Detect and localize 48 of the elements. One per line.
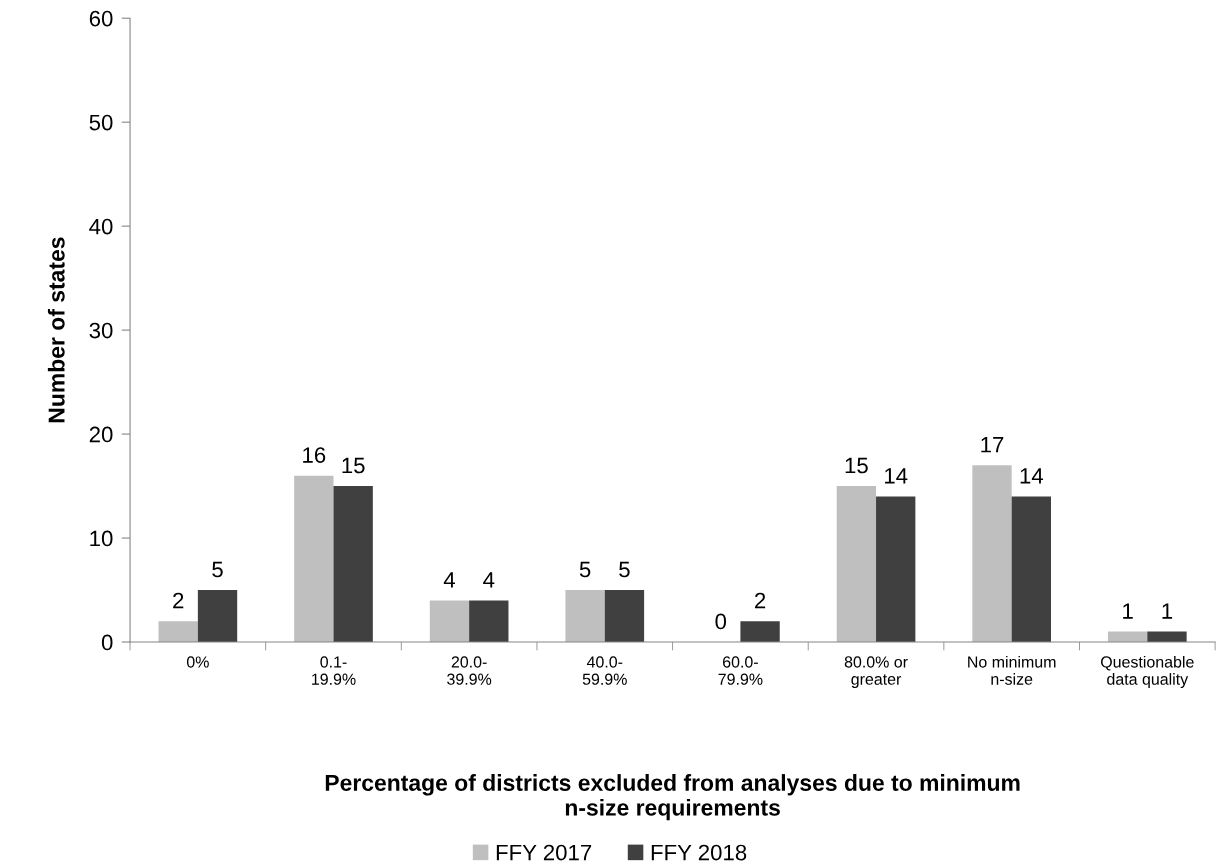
data-label: 14 (885, 468, 908, 484)
x-tick-label: No minimum n-size (968, 655, 1056, 685)
bar (565, 590, 605, 643)
data-label: 5 (579, 561, 591, 578)
data-label: 1 (1123, 603, 1133, 619)
data-label: 5 (212, 561, 223, 578)
data-label: 0 (715, 613, 727, 630)
data-label: 16 (303, 447, 326, 463)
bar (972, 465, 1012, 643)
x-tick-label: Questionable data quality (1101, 655, 1194, 688)
bar (197, 590, 238, 643)
legend-label: FFY 2017 (496, 844, 592, 861)
legend-label: FFY 2018 (651, 844, 747, 861)
bar (876, 496, 916, 643)
x-tick-label: 0.1- 19.9% (312, 656, 356, 685)
bar (604, 590, 645, 643)
y-tick-label: 0 (101, 634, 113, 651)
x-tick-label: 0% (186, 656, 209, 668)
y-axis-title: Number of states (47, 237, 65, 423)
bar (429, 600, 470, 643)
x-tick-label: 60.0- 79.9% (718, 656, 763, 685)
data-label: 14 (1020, 468, 1044, 484)
bar (836, 486, 877, 643)
data-label: 5 (619, 561, 630, 578)
x-tick-label: 40.0- 59.9% (582, 656, 627, 685)
bar (294, 475, 334, 643)
bar (1011, 496, 1051, 643)
y-tick-label: 50 (89, 114, 113, 131)
data-label: 2 (755, 592, 766, 609)
bar (333, 486, 373, 643)
data-label: 4 (483, 572, 495, 588)
data-label: 17 (981, 437, 1004, 453)
y-tick-label: 20 (89, 426, 113, 443)
y-tick-label: 10 (90, 530, 113, 547)
y-tick-label: 60 (89, 10, 113, 27)
data-label: 2 (173, 592, 184, 609)
data-label: 15 (342, 457, 365, 474)
data-label: 15 (845, 457, 868, 474)
x-tick-label: 20.0- 39.9% (447, 656, 492, 685)
bar (158, 621, 198, 643)
bar (469, 600, 509, 643)
bar (740, 621, 780, 643)
data-label: 4 (443, 572, 455, 588)
data-label: 1 (1162, 603, 1173, 619)
y-tick-label: 30 (89, 322, 113, 339)
x-axis-title: Percentage of districts excluded from analyses due to minimum n-size requirements (325, 774, 1020, 821)
x-tick-label: 80.0% or greater (844, 656, 908, 688)
y-tick-label: 40 (89, 218, 113, 235)
